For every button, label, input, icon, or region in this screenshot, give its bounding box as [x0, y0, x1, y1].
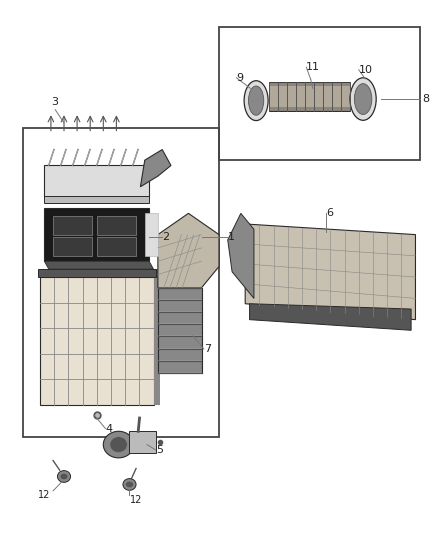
Ellipse shape — [354, 84, 372, 115]
Text: 3: 3 — [51, 97, 58, 107]
Text: 7: 7 — [204, 344, 211, 354]
Ellipse shape — [110, 437, 127, 453]
Polygon shape — [44, 261, 153, 269]
Bar — [40, 277, 153, 405]
Bar — [44, 208, 149, 261]
Polygon shape — [153, 269, 160, 405]
Bar — [269, 82, 350, 86]
Polygon shape — [44, 165, 149, 197]
Bar — [97, 237, 136, 256]
Bar — [269, 82, 350, 111]
Bar — [97, 216, 136, 235]
Polygon shape — [158, 213, 219, 288]
Ellipse shape — [57, 471, 71, 482]
Polygon shape — [44, 200, 149, 204]
Text: 8: 8 — [422, 94, 429, 104]
Bar — [219, 27, 420, 160]
Ellipse shape — [126, 481, 134, 488]
Text: 11: 11 — [306, 62, 320, 72]
Bar — [53, 237, 92, 256]
Bar — [53, 216, 92, 235]
Ellipse shape — [123, 479, 136, 490]
Text: 5: 5 — [155, 445, 162, 455]
Bar — [38, 269, 155, 277]
Text: 12: 12 — [38, 490, 50, 500]
Ellipse shape — [103, 431, 134, 458]
Bar — [158, 288, 201, 373]
Text: 6: 6 — [326, 208, 333, 219]
Bar — [130, 431, 155, 453]
Bar — [22, 128, 219, 437]
Polygon shape — [250, 304, 411, 330]
Polygon shape — [141, 150, 171, 187]
Text: 2: 2 — [162, 232, 170, 243]
Polygon shape — [228, 213, 254, 298]
Text: 1: 1 — [228, 232, 235, 243]
Text: 10: 10 — [359, 65, 373, 75]
Text: 4: 4 — [106, 424, 113, 434]
Ellipse shape — [350, 78, 376, 120]
Ellipse shape — [60, 473, 68, 480]
Polygon shape — [245, 224, 416, 320]
Text: 9: 9 — [237, 73, 244, 83]
Bar — [44, 196, 149, 203]
Ellipse shape — [248, 86, 264, 115]
Bar — [145, 213, 158, 256]
Text: 12: 12 — [130, 495, 142, 505]
Bar — [269, 107, 350, 111]
Ellipse shape — [244, 80, 268, 120]
